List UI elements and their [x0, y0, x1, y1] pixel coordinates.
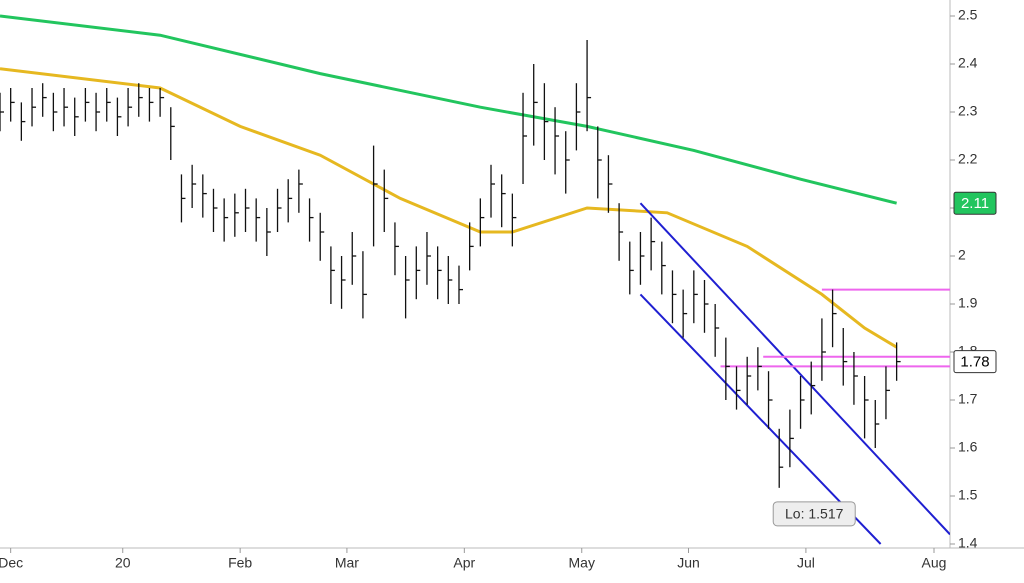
x-tick-label: Aug — [922, 555, 947, 571]
x-tick-label: Feb — [228, 555, 252, 571]
y-tick-label: 2.4 — [958, 55, 978, 71]
x-tick-label: Jul — [797, 555, 815, 571]
y-tick-label: 2.5 — [958, 7, 978, 23]
x-tick-label: Dec — [0, 555, 23, 571]
y-tick-label: 2.3 — [958, 103, 978, 119]
y-tick-label: 1.5 — [958, 487, 978, 503]
x-tick-label: 20 — [115, 555, 131, 571]
x-tick-label: Jun — [677, 555, 700, 571]
x-tick-label: May — [569, 555, 595, 571]
y-tick-label: 2 — [958, 247, 966, 263]
plot-area — [0, 14, 950, 545]
x-tick-label: Apr — [453, 555, 475, 571]
y-tick-label: 1.4 — [958, 535, 978, 551]
y-tick-label: 2.2 — [958, 151, 978, 167]
y-tick-label: 1.9 — [958, 295, 978, 311]
y-tick-label: 1.7 — [958, 391, 978, 407]
y-tick-label: 1.6 — [958, 439, 978, 455]
trendline — [639, 202, 950, 536]
annotation: Lo: 1.517 — [785, 506, 844, 522]
price-tag-box — [953, 191, 997, 215]
x-tick-label: Mar — [335, 555, 359, 571]
price-tag-box — [953, 350, 997, 374]
price-tag: 1.78 — [960, 354, 989, 371]
annotation-box — [772, 501, 856, 527]
price-tag: 2.11 — [961, 195, 989, 212]
